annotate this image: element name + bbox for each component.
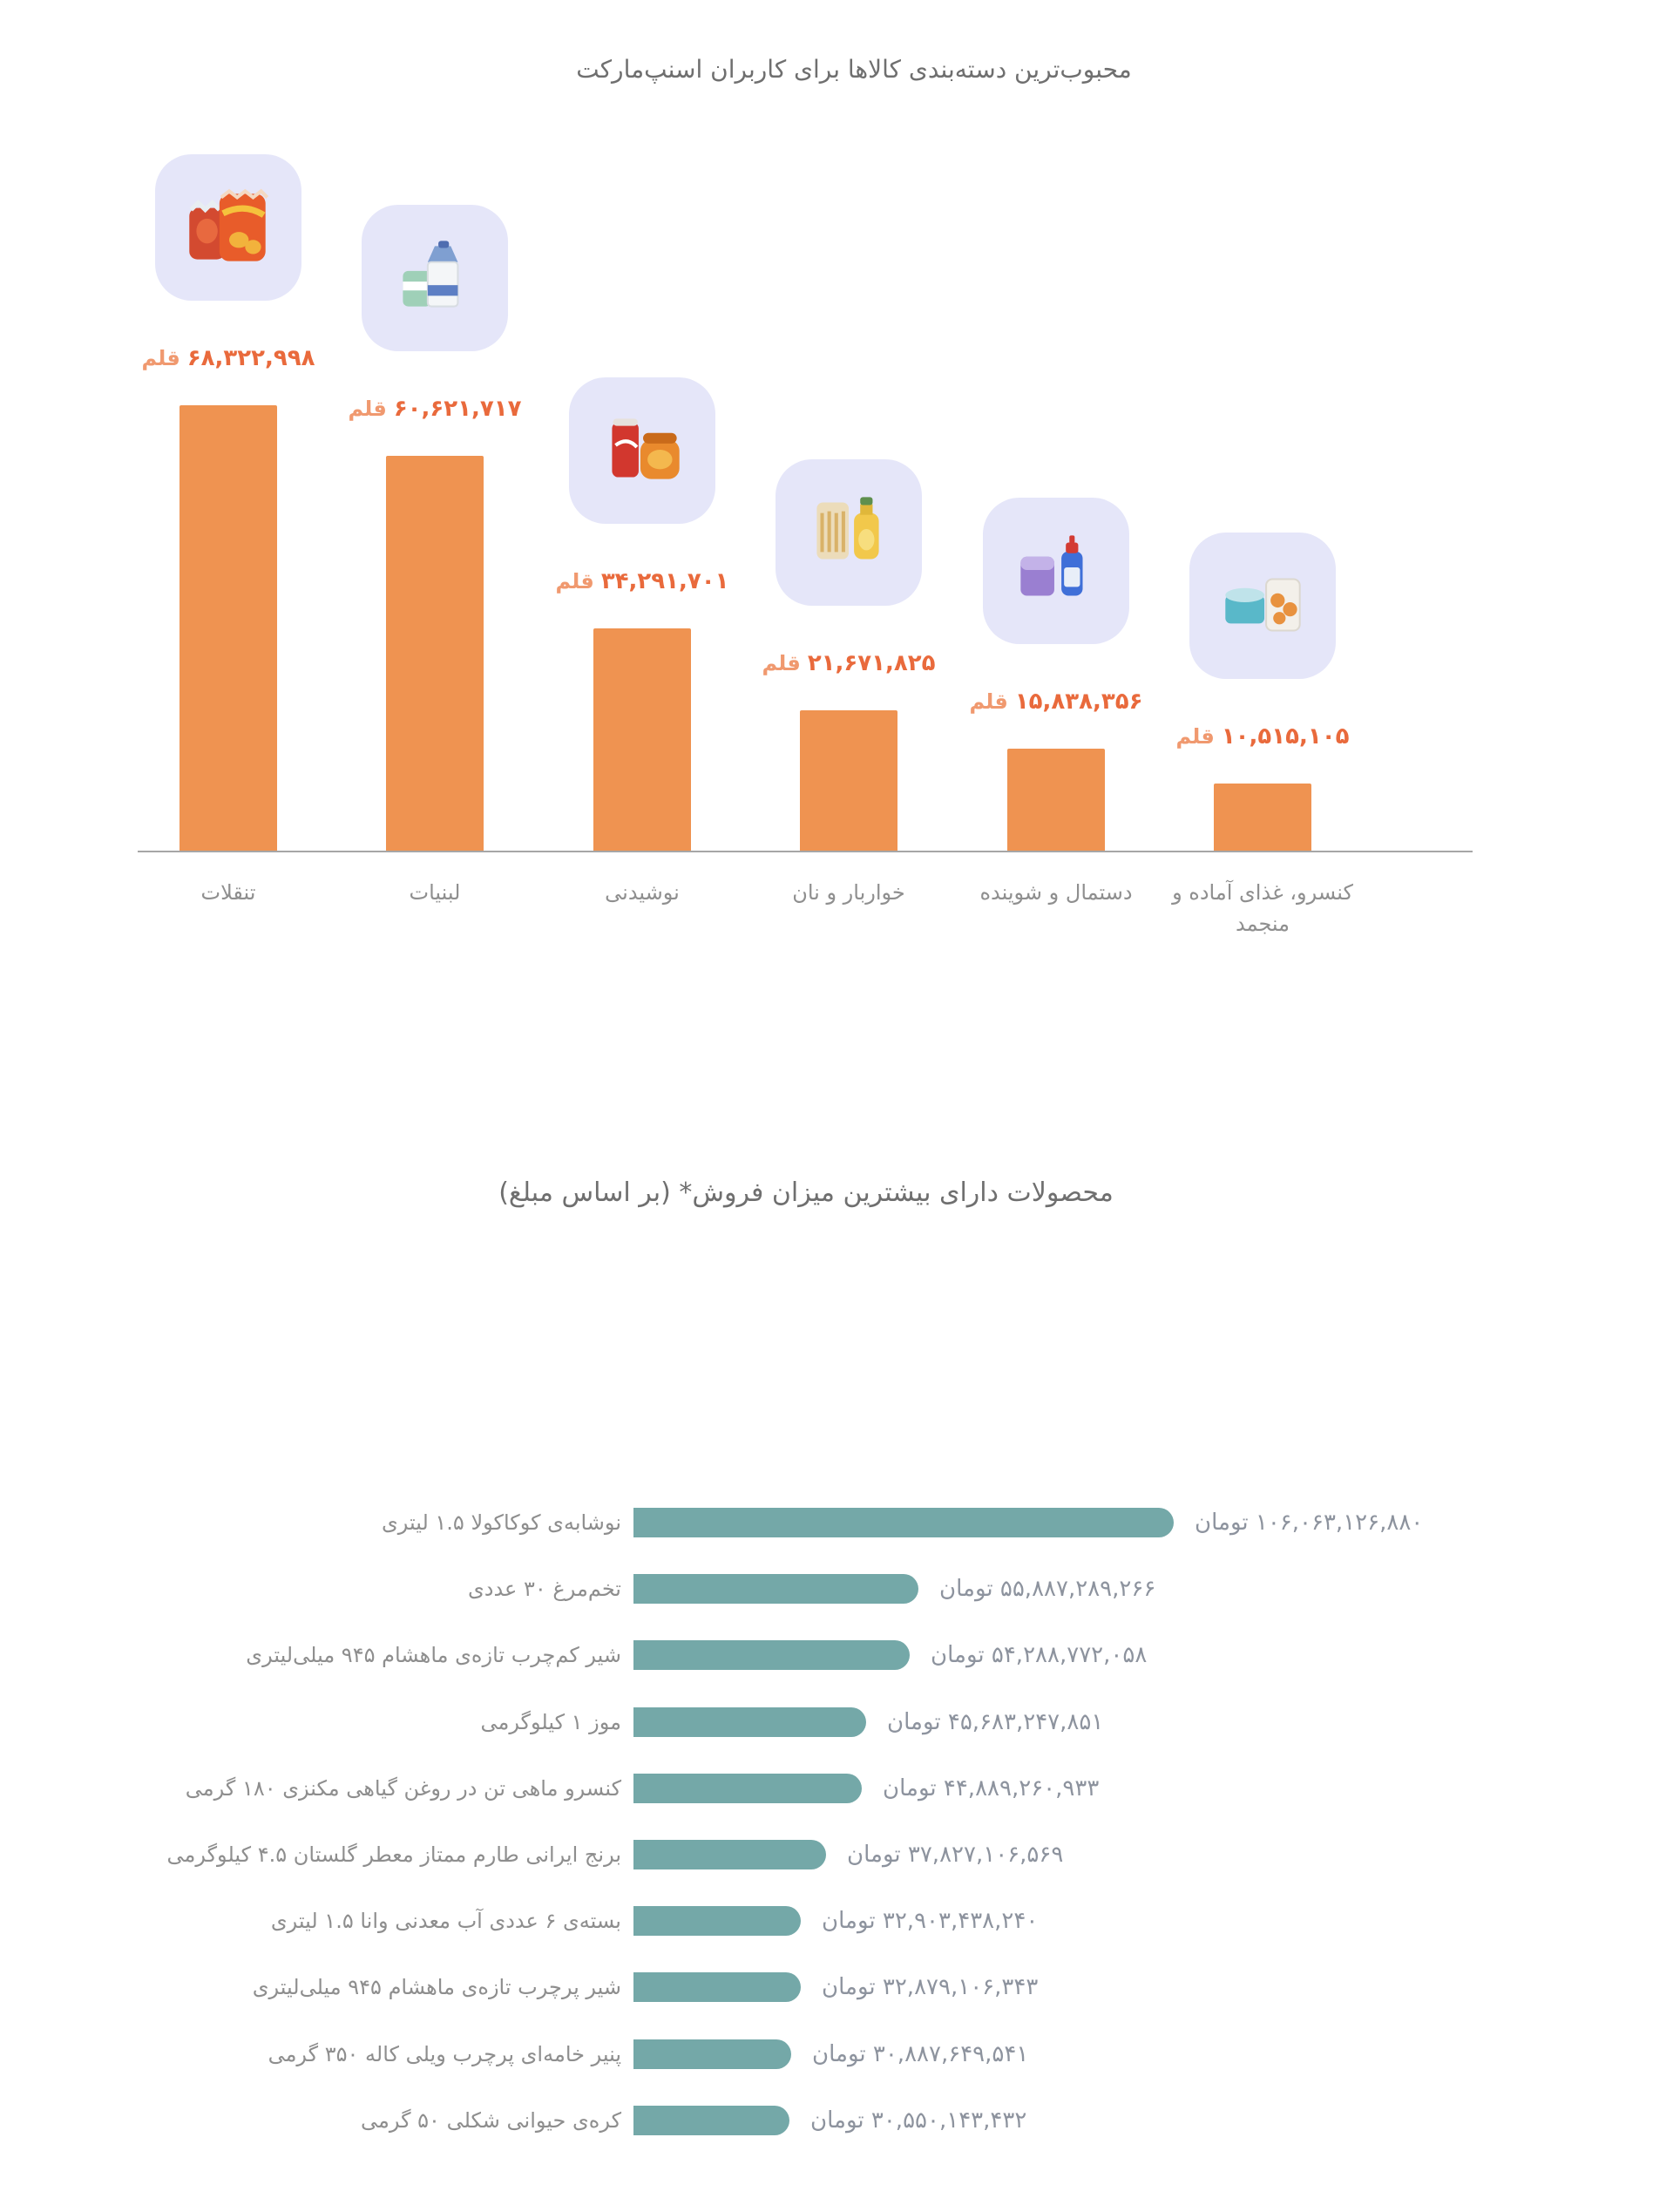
- category-bar: [1007, 749, 1105, 852]
- top-products-chart-title: محصولات دارای بیشترین میزان فروش* (بر اس…: [498, 1177, 1114, 1208]
- product-value-label: ۳۲,۹۰۳,۴۳۸,۲۴۰ تومان: [822, 1908, 1039, 1934]
- category-bar: [179, 405, 277, 852]
- category-axis-label: نوشیدنی: [605, 880, 680, 905]
- detergent-icon: [1003, 516, 1109, 626]
- category-axis-label: لبنیات: [409, 880, 461, 905]
- product-label: کنسرو ماهی تن در روغن گیاهی مکنزی ۱۸۰ گر…: [185, 1776, 621, 1801]
- product-label: برنج ایرانی طارم ممتاز معطر گلستان ۴.۵ ک…: [166, 1842, 621, 1867]
- product-bar: [633, 1972, 801, 2002]
- milk-carton-icon: [382, 223, 488, 333]
- top-products-chart: نوشابه‌ی کوکاکولا ۱.۵ لیتری ۱۰۶,۰۶۳,۱۲۶,۸…: [0, 1220, 1673, 2212]
- product-value-label: ۱۰۶,۰۶۳,۱۲۶,۸۸۰ تومان: [1195, 1510, 1424, 1536]
- category-axis-label: دستمال و شوینده: [979, 880, 1133, 905]
- product-value-label: ۵۴,۲۸۸,۷۷۲,۰۵۸ تومان: [931, 1642, 1148, 1668]
- category-value-unit: قلم: [141, 346, 180, 370]
- category-bar: [386, 456, 484, 852]
- product-bar: [633, 2106, 789, 2135]
- category-icon-tile: [983, 498, 1129, 644]
- product-label: موز ۱ کیلوگرمی: [480, 1710, 621, 1734]
- category-value-label: ۱۵,۸۳۸,۳۵۶قلم: [917, 684, 1195, 719]
- product-bar: [633, 1640, 910, 1670]
- soda-can-icon: [589, 396, 695, 506]
- category-value-unit: قلم: [969, 689, 1008, 714]
- product-bar: [633, 1840, 826, 1869]
- category-value-unit: قلم: [348, 397, 387, 421]
- product-label: پنیر خامه‌ای پرچرب ویلی کاله ۳۵۰ گرمی: [268, 2042, 621, 2066]
- category-axis-label: کنسرو، غذای آماده و منجمد: [1172, 880, 1353, 936]
- product-label: بسته‌ی ۶ عددی آب معدنی وانا ۱.۵ لیتری: [270, 1909, 621, 1933]
- category-icon-tile: [362, 205, 508, 351]
- product-value-label: ۵۵,۸۸۷,۲۸۹,۲۶۶ تومان: [939, 1576, 1156, 1602]
- product-bar: [633, 1774, 862, 1803]
- category-value-digits: ۳۴,۲۹۱,۷۰۱: [600, 568, 729, 594]
- category-bar: [1214, 784, 1311, 852]
- chips-bag-icon: [175, 173, 281, 282]
- product-label: کره‌ی حیوانی شکلی ۵۰ گرمی: [361, 2108, 621, 2133]
- canned-food-icon: [1209, 551, 1316, 661]
- category-value-label: ۱۰,۵۱۵,۱۰۵قلم: [1123, 719, 1402, 754]
- product-value-label: ۳۰,۵۵۰,۱۴۳,۴۳۲ تومان: [810, 2107, 1027, 2134]
- category-bar: [593, 628, 691, 852]
- category-value-unit: قلم: [1175, 724, 1215, 749]
- product-bar: [633, 1574, 918, 1604]
- pasta-oil-icon: [796, 478, 902, 587]
- product-bar: [633, 2039, 791, 2069]
- product-value-label: ۳۷,۸۲۷,۱۰۶,۵۶۹ تومان: [847, 1842, 1064, 1868]
- product-label: تخم‌مرغ ۳۰ عددی: [467, 1577, 621, 1601]
- category-value-unit: قلم: [762, 651, 801, 675]
- category-value-digits: ۲۱,۶۷۱,۸۲۵: [807, 650, 936, 676]
- category-value-label: ۶۸,۳۲۲,۹۹۸قلم: [89, 341, 368, 376]
- product-value-label: ۳۲,۸۷۹,۱۰۶,۳۴۳ تومان: [822, 1974, 1039, 2000]
- product-label: شیر کم‌چرب تازه‌ی ماهشام ۹۴۵ میلی‌لیتری: [246, 1643, 621, 1667]
- x-axis-line: [138, 851, 1473, 852]
- category-value-digits: ۶۰,۶۲۱,۷۱۷: [393, 396, 522, 422]
- category-icon-tile: [155, 154, 301, 301]
- category-axis-label: تنقلات: [200, 880, 256, 905]
- category-icon-tile: [1189, 533, 1336, 679]
- category-value-digits: ۱۵,۸۳۸,۳۵۶: [1014, 689, 1143, 715]
- category-value-unit: قلم: [555, 569, 594, 594]
- category-value-label: ۳۴,۲۹۱,۷۰۱قلم: [503, 564, 782, 599]
- category-bar: [800, 710, 897, 852]
- category-axis-label: خواربار و نان: [792, 880, 905, 905]
- product-value-label: ۴۵,۶۸۳,۲۴۷,۸۵۱ تومان: [887, 1709, 1104, 1735]
- product-label: شیر پرچرب تازه‌ی ماهشام ۹۴۵ میلی‌لیتری: [252, 1975, 621, 1999]
- category-chart: ۶۸,۳۲۲,۹۹۸قلم تنقلات ۶۰,۶۲۱,۷۱۷قلم لبنیات ۳۴…: [0, 0, 1673, 1046]
- category-value-label: ۲۱,۶۷۱,۸۲۵قلم: [709, 646, 988, 681]
- product-value-label: ۴۴,۸۸۹,۲۶۰,۹۳۳ تومان: [883, 1775, 1100, 1801]
- category-icon-tile: [776, 459, 922, 606]
- category-icon-tile: [569, 377, 715, 524]
- product-bar: [633, 1906, 801, 1936]
- category-value-digits: ۶۸,۳۲۲,۹۹۸: [186, 345, 315, 371]
- product-value-label: ۳۰,۸۸۷,۶۴۹,۵۴۱ تومان: [812, 2041, 1029, 2067]
- category-value-digits: ۱۰,۵۱۵,۱۰۵: [1221, 723, 1350, 750]
- category-chart-title: محبوب‌ترین دسته‌بندی کالاها برای کاربران…: [576, 55, 1132, 84]
- product-bar: [633, 1508, 1174, 1537]
- product-label: نوشابه‌ی کوکاکولا ۱.۵ لیتری: [381, 1510, 621, 1535]
- category-value-label: ۶۰,۶۲۱,۷۱۷قلم: [295, 391, 574, 426]
- product-bar: [633, 1707, 866, 1737]
